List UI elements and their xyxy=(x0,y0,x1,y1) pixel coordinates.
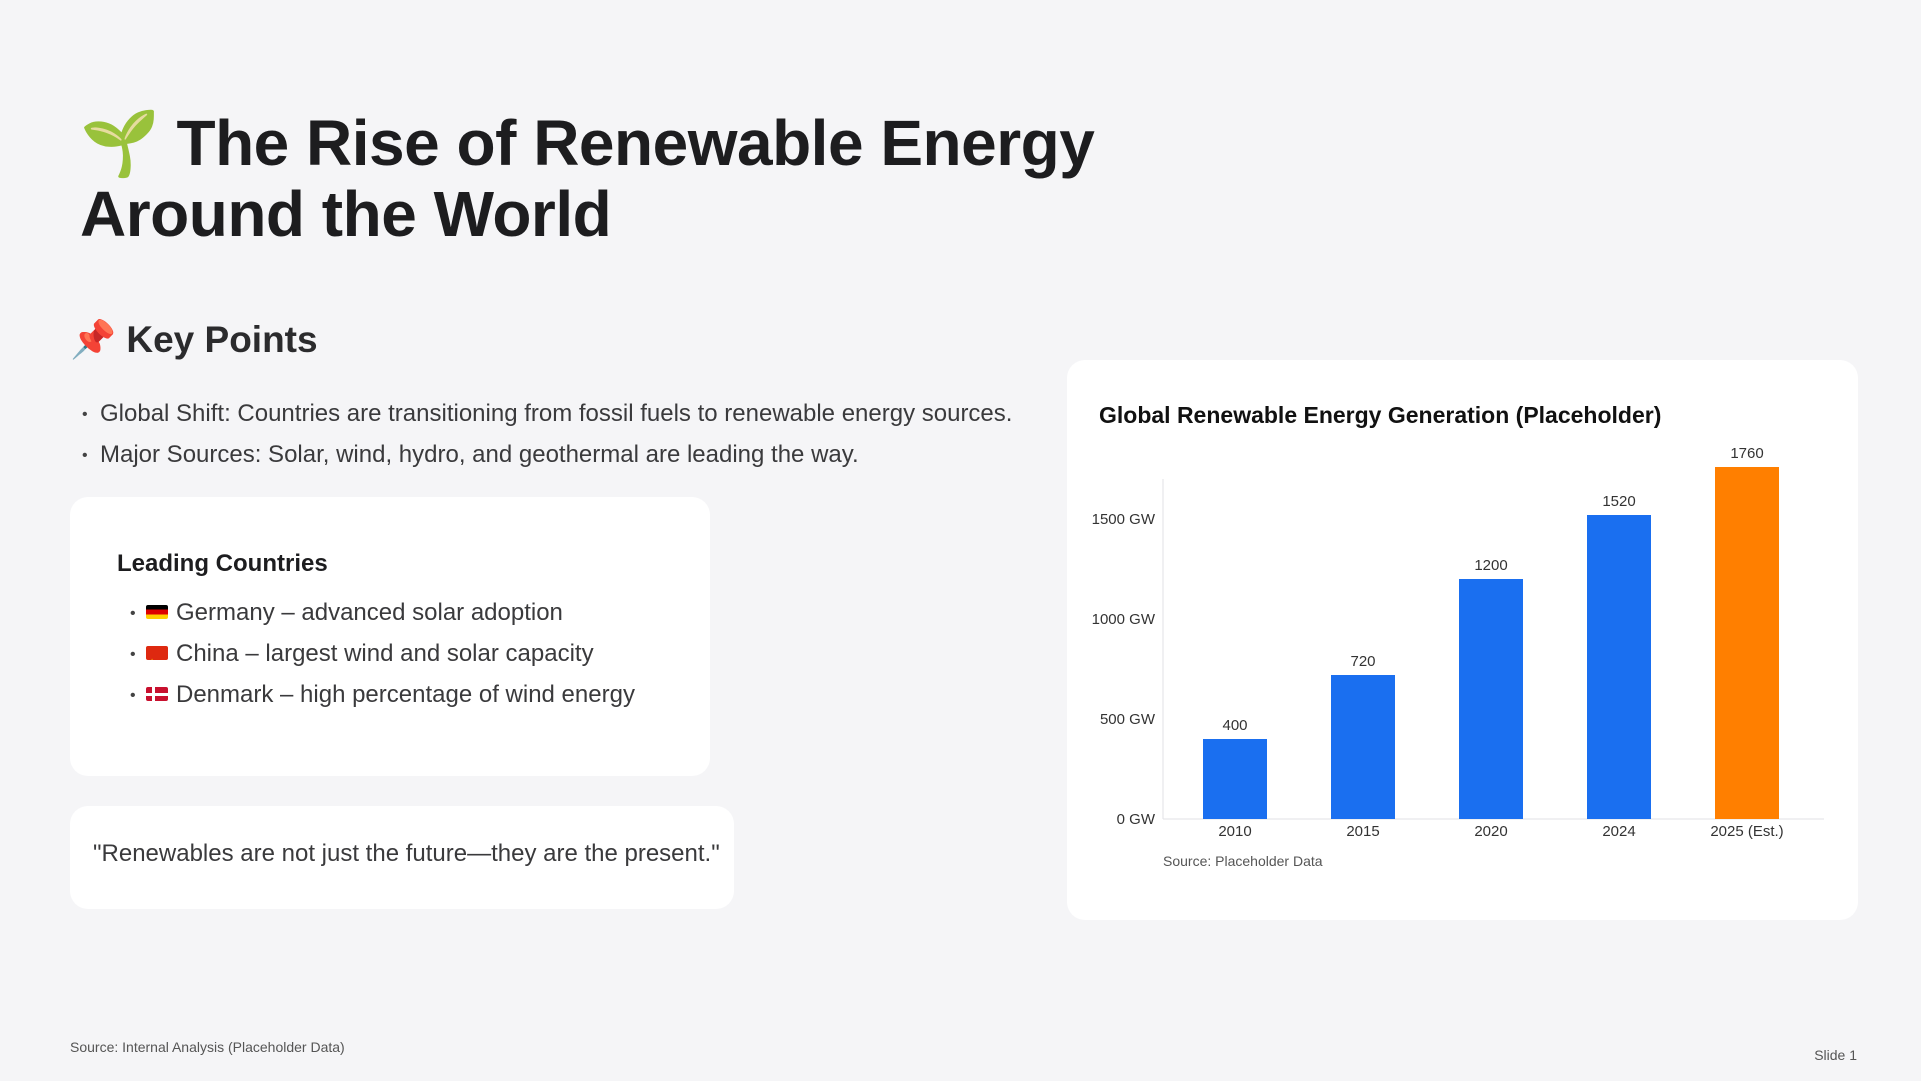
x-tick-label: 2015 xyxy=(1346,823,1379,840)
x-tick-label: 2025 (Est.) xyxy=(1710,823,1783,840)
chart-source: Source: Placeholder Data xyxy=(1163,853,1323,869)
slide-number: Slide 1 xyxy=(1814,1047,1857,1063)
x-tick-label: 2010 xyxy=(1218,823,1251,840)
x-tick-label: 2020 xyxy=(1474,823,1507,840)
y-tick-label: 1000 GW xyxy=(1092,611,1156,628)
bar-value-label: 400 xyxy=(1222,717,1247,734)
key-points-heading: 📌 Key Points xyxy=(70,318,318,362)
x-tick-label: 2024 xyxy=(1602,823,1635,840)
key-point-text: Global Shift: Countries are transitionin… xyxy=(100,400,1013,427)
china-flag-icon xyxy=(146,646,168,660)
bullet-icon: • xyxy=(82,447,88,464)
chart-card: Global Renewable Energy Generation (Plac… xyxy=(1067,360,1858,920)
bar xyxy=(1459,579,1523,819)
list-item: • Major Sources: Solar, wind, hydro, and … xyxy=(82,435,1012,476)
pushpin-icon: 📌 xyxy=(70,318,117,361)
country-text: Denmark – high percentage of wind energy xyxy=(176,681,635,708)
leading-countries-card: Leading Countries • Germany – advanced so… xyxy=(70,497,710,776)
seedling-icon: 🌱 xyxy=(80,107,160,181)
chart-title: Global Renewable Energy Generation (Plac… xyxy=(1099,402,1662,428)
y-tick-label: 0 GW xyxy=(1117,811,1156,828)
bar-value-label: 720 xyxy=(1350,653,1375,670)
bullet-icon: • xyxy=(82,406,88,423)
country-text: Germany – advanced solar adoption xyxy=(176,599,563,626)
bar-value-label: 1200 xyxy=(1474,557,1507,574)
bar xyxy=(1715,467,1779,819)
bullet-icon: • xyxy=(130,687,136,704)
bar-value-label: 1760 xyxy=(1730,445,1763,462)
leading-countries-heading: Leading Countries xyxy=(117,550,328,577)
key-point-text: Major Sources: Solar, wind, hydro, and g… xyxy=(100,441,859,468)
bar xyxy=(1587,515,1651,819)
title-line-1: The Rise of Renewable Energy xyxy=(176,107,1095,179)
bar-value-label: 1520 xyxy=(1602,493,1635,510)
quote-text: "Renewables are not just the future—they… xyxy=(93,840,720,867)
y-tick-label: 1500 GW xyxy=(1092,511,1156,528)
bullet-icon: • xyxy=(130,646,136,663)
bar xyxy=(1331,675,1395,819)
denmark-flag-icon xyxy=(146,687,168,701)
key-points-list: • Global Shift: Countries are transitioni… xyxy=(82,394,1012,476)
quote-card: "Renewables are not just the future—they… xyxy=(70,806,734,909)
list-item: • China – largest wind and solar capacity xyxy=(130,634,635,675)
page-title: 🌱 The Rise of Renewable Energy Around th… xyxy=(80,108,1180,249)
list-item: • Denmark – high percentage of wind energ… xyxy=(130,675,635,716)
key-points-heading-label: Key Points xyxy=(126,319,318,360)
y-tick-label: 500 GW xyxy=(1100,711,1156,728)
title-line-2: Around the World xyxy=(80,178,612,250)
list-item: • Global Shift: Countries are transitioni… xyxy=(82,394,1012,435)
bar-chart: 0 GW 500 GW 1000 GW 1500 GW 400 2010 720 2015 12… xyxy=(1092,445,1824,840)
bar xyxy=(1203,739,1267,819)
germany-flag-icon xyxy=(146,605,168,619)
bullet-icon: • xyxy=(130,605,136,622)
footer-source: Source: Internal Analysis (Placeholder D… xyxy=(70,1039,345,1055)
list-item: • Germany – advanced solar adoption xyxy=(130,593,635,634)
country-text: China – largest wind and solar capacity xyxy=(176,640,594,667)
leading-countries-list: • Germany – advanced solar adoption • Chin… xyxy=(130,593,635,716)
